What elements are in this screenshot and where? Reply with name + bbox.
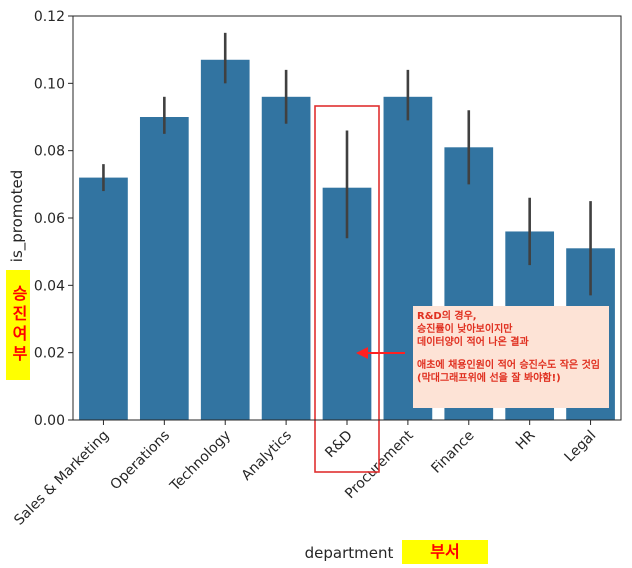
y-tick-label-1: 0.02: [34, 346, 65, 362]
y-tick-label-4: 0.08: [34, 144, 65, 160]
annotation-note-box: R&D의 경우, 승진률이 낮아보이지만 데이터양이 적어 나온 결과 애초에 …: [413, 306, 609, 408]
bar-2: [200, 59, 250, 421]
x-tick-label-2: Technology: [167, 428, 234, 495]
y-tick-label-2: 0.04: [34, 278, 65, 294]
y-tick-label-5: 0.10: [34, 76, 65, 92]
note-line-3: 데이터양이 적어 나온 결과: [417, 337, 529, 348]
note-line-5: 애초에 채용인원이 적어 승진수도 작은 것임: [417, 360, 601, 371]
y-tick-label-3: 0.06: [34, 211, 65, 227]
y-tick-label-6: 0.12: [34, 9, 65, 25]
x-tick-label-7: HR: [513, 427, 539, 453]
x-tick-label-4: R&D: [322, 428, 356, 462]
note-line-1: R&D의 경우,: [417, 311, 477, 322]
x-tick-label-0: Sales & Marketing: [11, 428, 112, 529]
note-line-2: 승진률이 낮아보이지만: [417, 324, 513, 335]
x-tick-label-1: Operations: [107, 428, 173, 494]
xlabel-korean-annotation: 부서: [402, 540, 488, 564]
plot-frame: [72, 15, 622, 421]
x-tick-label-6: Finance: [428, 428, 477, 477]
highlight-box: [314, 105, 380, 473]
annotation-arrow-head: [356, 347, 368, 359]
x-tick-label-8: Legal: [562, 428, 600, 466]
x-tick-label-3: Analytics: [239, 428, 295, 484]
y-axis-label: is_promoted: [8, 170, 27, 262]
bar-1: [139, 117, 189, 420]
ylabel-korean-annotation: 승진여부: [6, 270, 30, 380]
ylabel-korean-text: 승진여부: [9, 285, 28, 365]
bar-0: [79, 177, 128, 420]
note-line-6: (막대그래프위에 선을 잘 봐야함!): [417, 373, 561, 384]
bar-3: [261, 96, 311, 421]
x-axis-label: department: [305, 544, 394, 562]
y-tick-label-0: 0.00: [34, 413, 65, 429]
